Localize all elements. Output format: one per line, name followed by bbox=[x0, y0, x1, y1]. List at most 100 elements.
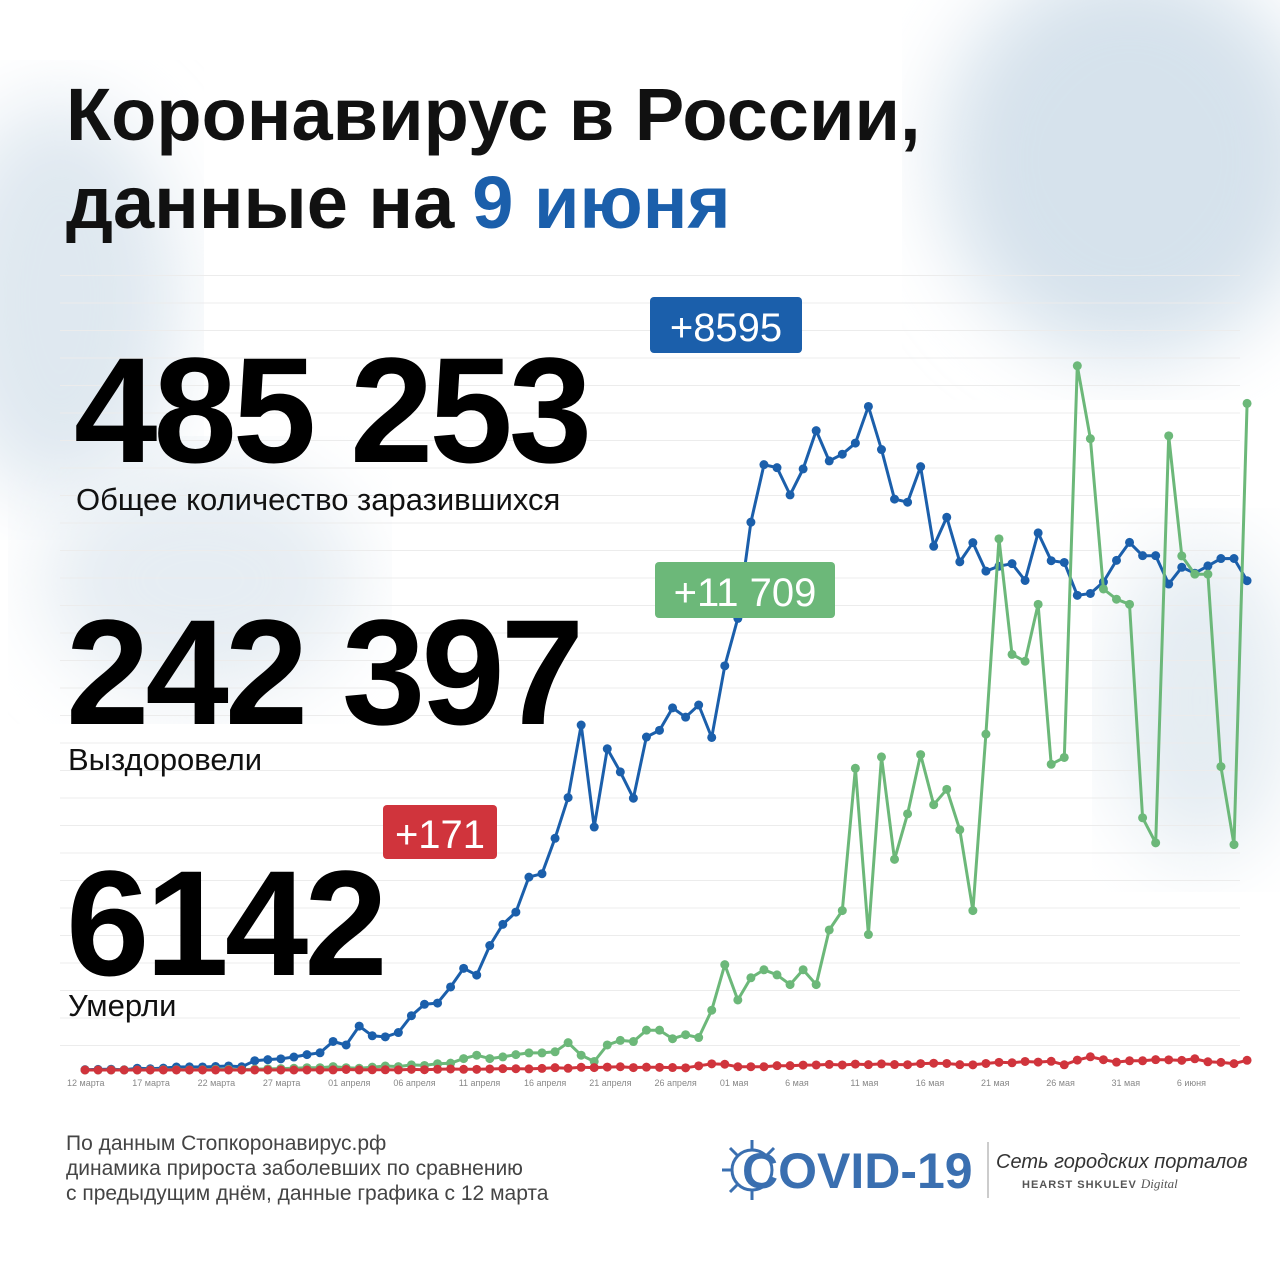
data-point bbox=[890, 494, 900, 504]
data-point bbox=[916, 1059, 926, 1069]
badge bbox=[650, 297, 802, 353]
data-point bbox=[550, 1063, 560, 1073]
badge-text: +8595 bbox=[670, 306, 782, 350]
data-point bbox=[1098, 584, 1108, 594]
title-text: данные на bbox=[66, 161, 455, 244]
data-point bbox=[811, 980, 821, 990]
data-point bbox=[563, 793, 573, 803]
data-point bbox=[772, 1061, 782, 1071]
data-point bbox=[668, 1034, 678, 1044]
stat-value: 6142 bbox=[66, 839, 384, 1007]
data-point bbox=[707, 1005, 717, 1015]
data-point bbox=[641, 1025, 651, 1035]
data-point bbox=[1033, 528, 1043, 538]
data-point bbox=[145, 1065, 155, 1075]
data-point bbox=[263, 1055, 273, 1065]
badge-text: +171 bbox=[395, 813, 485, 857]
x-tick-label: 22 марта bbox=[198, 1078, 236, 1088]
data-point bbox=[655, 1025, 664, 1035]
data-point bbox=[981, 566, 991, 576]
data-point bbox=[1046, 1056, 1056, 1066]
data-point bbox=[641, 732, 651, 742]
data-point bbox=[80, 1065, 90, 1075]
data-point bbox=[1216, 554, 1226, 564]
data-point bbox=[694, 1061, 704, 1071]
virus-icon bbox=[722, 1140, 776, 1200]
data-point bbox=[955, 557, 965, 567]
data-point bbox=[119, 1065, 129, 1075]
data-point bbox=[1059, 557, 1069, 567]
data-point bbox=[1085, 1052, 1095, 1062]
data-point bbox=[276, 1054, 286, 1064]
data-point bbox=[459, 1064, 469, 1074]
data-point bbox=[1020, 656, 1030, 666]
data-point bbox=[994, 534, 1004, 544]
brand-suffix: Digital bbox=[1140, 1176, 1178, 1191]
data-point bbox=[811, 426, 821, 436]
data-point bbox=[694, 700, 704, 710]
data-point bbox=[720, 661, 730, 671]
data-point bbox=[1072, 590, 1082, 600]
data-point bbox=[955, 1060, 965, 1070]
data-point bbox=[433, 1064, 443, 1074]
x-tick-label: 6 июня bbox=[1177, 1078, 1206, 1088]
data-point bbox=[1229, 553, 1239, 563]
data-point bbox=[968, 538, 978, 548]
source-line: с предыдущим днём, данные графика с 12 м… bbox=[66, 1182, 549, 1205]
data-point bbox=[876, 1059, 886, 1069]
stat: 485 253 Общее количество заразившихся +8… bbox=[74, 297, 802, 517]
data-point bbox=[1111, 1057, 1121, 1067]
badge bbox=[383, 805, 497, 859]
data-point bbox=[380, 1032, 390, 1042]
data-point bbox=[393, 1028, 403, 1038]
data-point bbox=[720, 1059, 730, 1069]
data-point bbox=[694, 1033, 704, 1043]
data-point bbox=[707, 1059, 717, 1069]
stat: 6142 Умерли +171 bbox=[66, 805, 497, 1023]
data-point bbox=[903, 1060, 913, 1070]
data-point bbox=[1177, 551, 1187, 561]
x-tick-label: 31 мая bbox=[1112, 1078, 1141, 1088]
footer: По данным Стопкоронавирус.рф динамика пр… bbox=[66, 1132, 1248, 1205]
data-point bbox=[720, 960, 730, 970]
data-point bbox=[433, 998, 443, 1008]
data-point bbox=[602, 1062, 612, 1072]
data-point bbox=[341, 1040, 351, 1050]
data-point bbox=[707, 732, 717, 742]
data-point bbox=[158, 1065, 168, 1075]
data-point bbox=[733, 995, 743, 1005]
data-point bbox=[981, 729, 991, 739]
brand: HEARST SHKULEV Digital bbox=[1022, 1176, 1178, 1191]
data-point bbox=[1151, 838, 1161, 848]
data-point bbox=[589, 1056, 599, 1066]
data-point bbox=[1216, 762, 1226, 772]
data-point bbox=[485, 941, 495, 951]
data-point bbox=[641, 1062, 651, 1072]
data-point bbox=[1229, 1059, 1239, 1069]
data-point bbox=[759, 965, 769, 975]
x-tick-label: 27 марта bbox=[263, 1078, 301, 1088]
data-point bbox=[681, 712, 691, 722]
data-point bbox=[589, 1063, 599, 1073]
data-point bbox=[132, 1065, 142, 1075]
data-point bbox=[759, 1062, 769, 1072]
data-point bbox=[263, 1065, 273, 1075]
data-point bbox=[929, 541, 939, 551]
data-point bbox=[955, 825, 965, 835]
x-tick-label: 01 апреля bbox=[328, 1078, 370, 1088]
data-point bbox=[903, 809, 913, 819]
x-tick-label: 26 апреля bbox=[655, 1078, 697, 1088]
data-point bbox=[785, 1061, 795, 1071]
data-point bbox=[367, 1031, 377, 1041]
data-point bbox=[1164, 431, 1174, 441]
data-point bbox=[315, 1065, 325, 1075]
data-point bbox=[367, 1065, 377, 1075]
data-point bbox=[472, 970, 482, 980]
source-line: По данным Стопкоронавирус.рф bbox=[66, 1132, 386, 1155]
data-point bbox=[459, 1054, 469, 1064]
data-point bbox=[1216, 1057, 1226, 1067]
stat-value: 485 253 bbox=[74, 326, 588, 494]
data-point bbox=[576, 720, 586, 730]
stat: 242 397 Выздоровели +11 709 bbox=[66, 562, 835, 777]
